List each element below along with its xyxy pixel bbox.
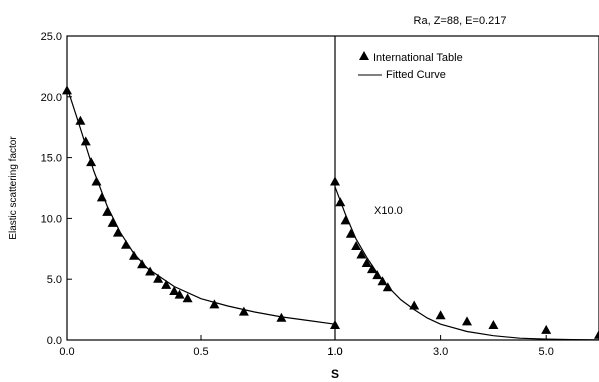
x-tick-label: 1.0 <box>327 346 342 358</box>
international-table-point <box>276 312 287 322</box>
international-table-point <box>96 192 107 202</box>
data-layer <box>62 85 599 341</box>
international-table-point <box>169 285 180 295</box>
y-tick-label: 25.0 <box>41 31 62 43</box>
international-table-point <box>107 217 118 227</box>
international-table-point <box>145 266 156 276</box>
international-table-point <box>340 215 351 225</box>
legend-triangle-marker <box>359 51 369 60</box>
chart-title: Ra, Z=88, E=0.217 <box>414 15 507 27</box>
international-table-point <box>174 289 185 299</box>
x-axis-label: S <box>331 367 339 381</box>
international-table-point <box>86 157 97 167</box>
international-table-point <box>102 206 113 216</box>
international-table-point <box>182 293 193 303</box>
international-table-point <box>351 240 362 250</box>
international-table-point <box>594 329 599 339</box>
scale-annotation: X10.0 <box>374 205 403 217</box>
y-axis-label: Elastic scattering factor <box>8 136 19 240</box>
axes-layer: 0.05.010.015.020.025.00.0 0.5 1.01.0 3.0 5.0 <box>41 31 554 358</box>
x-tick-label: 0.5 <box>193 346 208 358</box>
y-tick-label: 15.0 <box>41 153 62 165</box>
y-tick-label: 0.0 <box>47 335 62 347</box>
plot-frame <box>66 35 599 341</box>
international-table-point <box>361 257 372 267</box>
international-table-point <box>161 279 172 289</box>
international-table-point <box>372 270 383 280</box>
international-table-point <box>409 300 420 310</box>
international-table-point <box>330 320 340 330</box>
fitted-curve-line <box>334 186 599 341</box>
international-table-point <box>209 299 220 309</box>
y-tick-label: 10.0 <box>41 213 62 225</box>
fitted-curve-line <box>66 86 336 325</box>
international-table-point <box>435 310 446 320</box>
international-table-point <box>382 282 393 292</box>
legend-label-international-table: International Table <box>373 52 463 64</box>
y-tick-label: 20.0 <box>41 92 62 104</box>
international-table-point <box>366 264 377 274</box>
legend-label-fitted-curve: Fitted Curve <box>386 69 446 81</box>
international-table-point <box>462 316 472 326</box>
x-tick-label: 0.0 <box>59 346 74 358</box>
international-table-point <box>129 250 139 260</box>
international-table-point <box>345 228 356 238</box>
international-table-point <box>153 273 164 283</box>
international-table-point <box>377 276 388 286</box>
x-tick-label: 1.0 <box>327 346 342 358</box>
international-table-point <box>120 239 131 249</box>
international-table-point <box>112 227 123 237</box>
international-table-point <box>238 306 249 316</box>
international-table-point <box>75 115 86 125</box>
international-table-point <box>62 85 72 95</box>
international-table-point <box>541 324 552 334</box>
international-table-point <box>80 136 91 146</box>
x-tick-label: 5.0 <box>539 346 554 358</box>
international-table-point <box>488 320 499 330</box>
international-table-point <box>330 176 340 186</box>
legend: International Table Fitted Curve <box>358 51 463 81</box>
x-tick-label: 3.0 <box>433 346 448 358</box>
international-table-point <box>335 197 346 207</box>
international-table-point <box>91 176 102 186</box>
international-table-point <box>356 249 367 259</box>
international-table-point <box>137 259 148 269</box>
y-tick-label: 5.0 <box>47 274 62 286</box>
